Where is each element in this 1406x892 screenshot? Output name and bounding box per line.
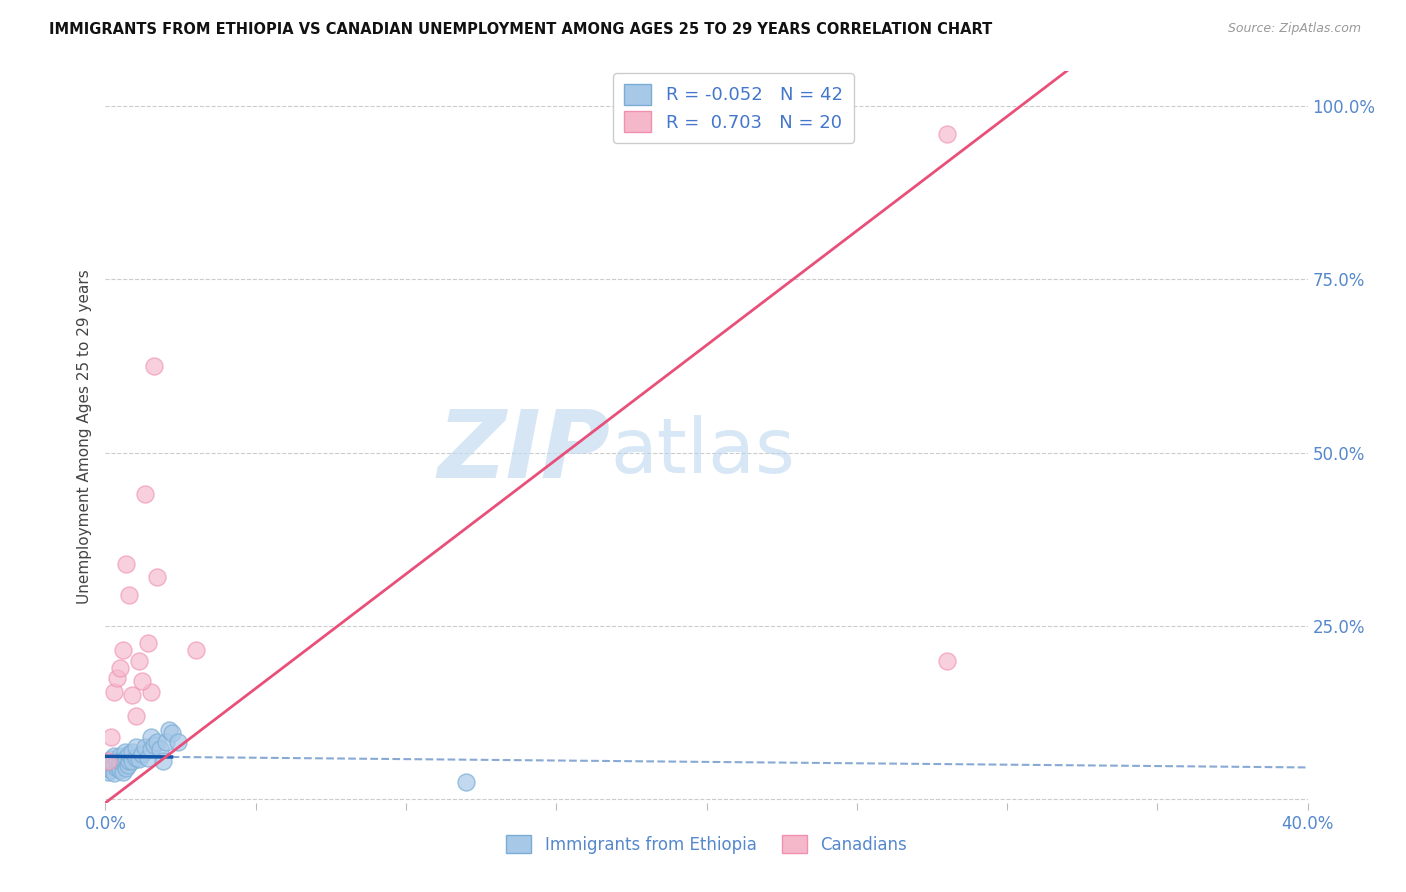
Point <box>131 674 153 689</box>
Point <box>98 756 121 771</box>
Point <box>97 754 120 768</box>
Point <box>139 685 162 699</box>
Point <box>118 747 141 762</box>
Point <box>110 754 132 768</box>
Point <box>134 740 156 755</box>
Point <box>145 570 167 584</box>
Point <box>112 764 135 779</box>
Point <box>118 588 141 602</box>
Point <box>101 757 124 772</box>
Point <box>118 754 141 768</box>
Point <box>124 750 146 764</box>
Point <box>107 761 129 775</box>
Point <box>160 726 183 740</box>
Point <box>115 557 138 571</box>
Point <box>103 756 125 771</box>
Point <box>157 723 180 737</box>
Point <box>112 752 135 766</box>
Point <box>124 740 146 755</box>
Point <box>121 689 143 703</box>
Point <box>148 742 170 756</box>
Point <box>103 766 125 780</box>
Point <box>155 735 177 749</box>
Point <box>110 660 132 674</box>
Point <box>121 745 143 759</box>
Point <box>142 738 165 752</box>
Point <box>97 764 120 779</box>
Text: Source: ZipAtlas.com: Source: ZipAtlas.com <box>1227 22 1361 36</box>
Point <box>145 735 167 749</box>
Point <box>107 754 129 768</box>
Y-axis label: Unemployment Among Ages 25 to 29 years: Unemployment Among Ages 25 to 29 years <box>77 269 93 605</box>
Point <box>110 749 132 764</box>
Point <box>134 487 156 501</box>
Point <box>107 671 129 685</box>
Text: IMMIGRANTS FROM ETHIOPIA VS CANADIAN UNEMPLOYMENT AMONG AGES 25 TO 29 YEARS CORR: IMMIGRANTS FROM ETHIOPIA VS CANADIAN UNE… <box>49 22 993 37</box>
Point <box>114 745 136 759</box>
Point <box>456 775 478 789</box>
Point <box>139 742 162 756</box>
Point <box>166 735 188 749</box>
Point <box>100 752 122 766</box>
Point <box>131 747 153 762</box>
Point <box>142 359 165 373</box>
Point <box>100 730 122 744</box>
Point <box>139 730 162 744</box>
Point <box>108 759 131 773</box>
Point <box>121 754 143 768</box>
Point <box>103 685 125 699</box>
Point <box>103 749 125 764</box>
Text: atlas: atlas <box>610 415 796 489</box>
Point <box>936 654 959 668</box>
Point <box>124 709 146 723</box>
Point <box>128 752 150 766</box>
Point <box>110 763 132 777</box>
Point <box>112 643 135 657</box>
Point <box>100 763 122 777</box>
Legend: Immigrants from Ethiopia, Canadians: Immigrants from Ethiopia, Canadians <box>499 829 914 860</box>
Point <box>136 636 159 650</box>
Point <box>136 750 159 764</box>
Point <box>152 754 174 768</box>
Point <box>184 643 207 657</box>
Point <box>128 654 150 668</box>
Point <box>98 759 121 773</box>
Point <box>115 761 138 775</box>
Point <box>117 757 139 772</box>
Point <box>115 750 138 764</box>
Text: ZIP: ZIP <box>437 406 610 498</box>
Point <box>936 127 959 141</box>
